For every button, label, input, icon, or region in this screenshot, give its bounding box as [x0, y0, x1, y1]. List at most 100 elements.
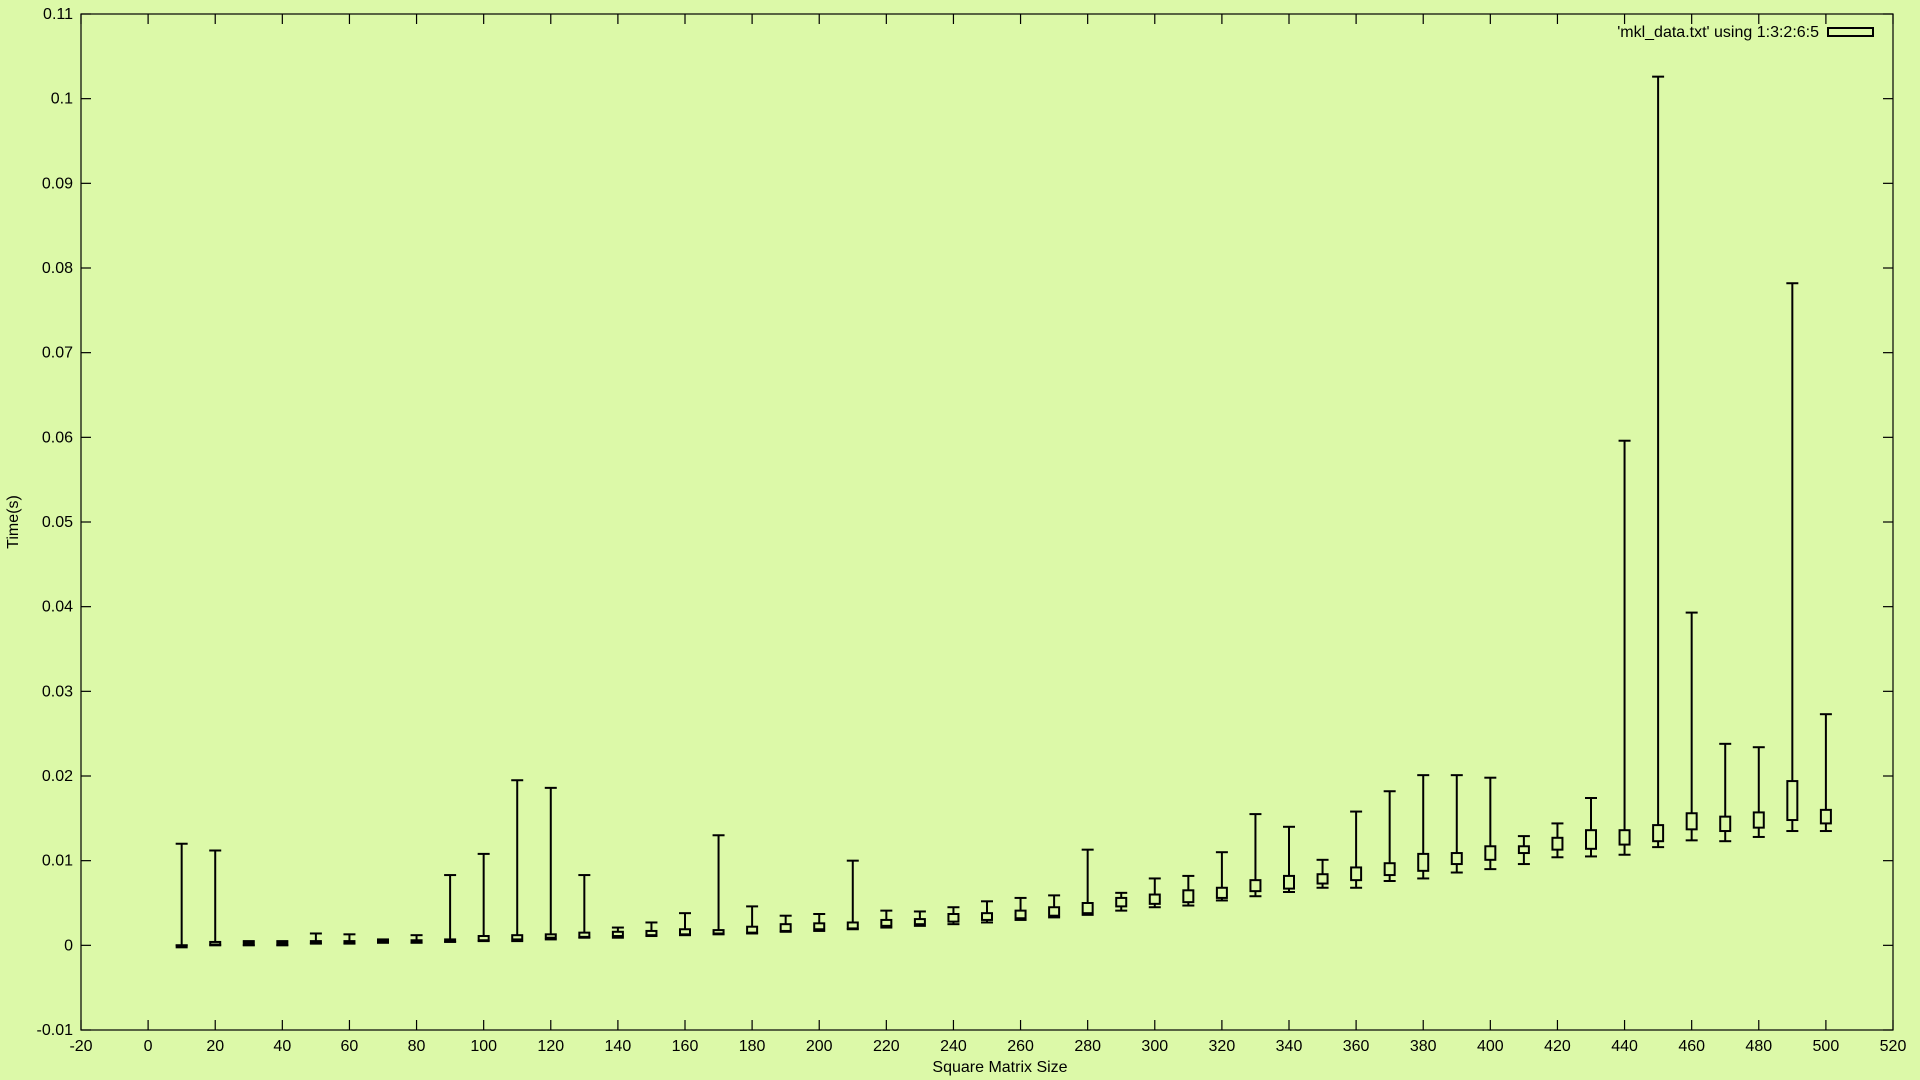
x-tick-label: 340	[1276, 1038, 1303, 1055]
candlestick	[410, 934, 423, 944]
box	[880, 918, 893, 927]
candlestick	[1182, 874, 1195, 907]
x-axis-label: Square Matrix Size	[932, 1059, 1067, 1076]
y-tick-label: 0.06	[42, 429, 73, 446]
x-tick-label: 420	[1544, 1038, 1571, 1055]
y-tick-label: 0.11	[43, 6, 73, 23]
x-tick-label: 140	[605, 1038, 632, 1055]
box	[611, 930, 624, 938]
box	[1283, 874, 1295, 890]
candlestick	[1350, 810, 1363, 889]
y-tick-label: -0.01	[37, 1022, 74, 1039]
candlestick	[511, 779, 524, 943]
x-tick-label: 480	[1745, 1038, 1772, 1055]
box	[1350, 866, 1363, 882]
candlestick	[1618, 439, 1631, 856]
box	[578, 931, 591, 938]
box	[343, 940, 356, 945]
x-tick-label: 400	[1477, 1038, 1504, 1055]
candlestick	[947, 906, 960, 926]
candlestick	[1148, 877, 1161, 909]
candlestick	[913, 910, 926, 927]
x-tick-label: 260	[1007, 1038, 1034, 1055]
x-tick-label: 360	[1343, 1038, 1370, 1055]
x-tick-label: 520	[1880, 1038, 1907, 1055]
candlestick	[611, 926, 624, 939]
candlestick	[779, 914, 792, 933]
box	[1786, 780, 1799, 822]
x-tick-label: 320	[1209, 1038, 1236, 1055]
candlestick	[981, 900, 993, 924]
x-tick-label: 280	[1074, 1038, 1101, 1055]
box	[679, 928, 691, 936]
box	[377, 939, 389, 944]
x-tick-label: 80	[408, 1038, 426, 1055]
box	[1551, 836, 1564, 851]
y-tick-label: 0	[64, 937, 73, 954]
legend-label: 'mkl_data.txt' using 1:3:2:6:5	[1617, 24, 1819, 41]
box	[813, 922, 826, 931]
plot-frame	[80, 13, 1894, 1031]
box	[1048, 906, 1061, 917]
candlestick	[1752, 746, 1765, 838]
x-tick-label: 40	[273, 1038, 291, 1055]
candlestick	[544, 786, 557, 941]
x-tick-label: 220	[873, 1038, 900, 1055]
y-tick-label: 0.02	[42, 768, 73, 785]
candlestick	[1048, 894, 1061, 919]
box	[1383, 862, 1396, 877]
box	[846, 921, 859, 930]
box	[1215, 886, 1228, 899]
candlestick	[1215, 851, 1228, 902]
candlestick	[1283, 825, 1295, 893]
box	[712, 929, 725, 935]
y-tick-label: 0.07	[42, 345, 73, 362]
candlestick	[1383, 790, 1396, 882]
box	[645, 929, 658, 937]
y-tick-label: 0.01	[42, 853, 73, 870]
candlestick	[679, 912, 691, 937]
candlestick	[1081, 848, 1094, 916]
box	[1014, 909, 1027, 920]
box	[1182, 889, 1195, 904]
candlestick	[1685, 611, 1698, 842]
box	[1618, 829, 1631, 846]
candlestick	[1316, 858, 1329, 889]
box	[1249, 879, 1262, 893]
box	[1685, 812, 1698, 831]
axis-ticks: -20 0 20 40 60 80 100 120 140 160 180 200 220 240 260 2…	[37, 6, 1907, 1055]
x-tick-label: 500	[1813, 1038, 1840, 1055]
x-tick-label: 200	[806, 1038, 833, 1055]
box	[1417, 852, 1430, 872]
x-tick-label: 300	[1141, 1038, 1168, 1055]
y-tick-label: 0.08	[42, 260, 73, 277]
y-tick-label: 0.04	[42, 599, 73, 616]
box	[1752, 811, 1765, 829]
box	[477, 935, 490, 942]
candlestick	[1014, 896, 1027, 921]
legend: 'mkl_data.txt' using 1:3:2:6:5	[1617, 24, 1874, 41]
box	[444, 938, 457, 943]
box	[309, 940, 322, 945]
box	[1148, 893, 1161, 905]
x-tick-label: 460	[1678, 1038, 1705, 1055]
box	[1450, 852, 1463, 866]
candlestick	[1517, 835, 1530, 866]
x-tick-label: 20	[206, 1038, 224, 1055]
box	[1081, 902, 1094, 915]
box	[242, 941, 255, 946]
candlestick	[1484, 776, 1497, 871]
y-tick-label: 0.1	[51, 91, 73, 108]
box	[947, 913, 960, 923]
candlestick	[1819, 713, 1832, 833]
box	[544, 933, 557, 939]
box	[913, 918, 926, 926]
box	[779, 923, 792, 932]
candlestick	[242, 940, 255, 947]
box	[1115, 896, 1128, 908]
candlestick	[712, 834, 725, 936]
y-tick-label: 0.05	[42, 514, 73, 531]
box	[410, 939, 423, 944]
candlestick	[1786, 282, 1799, 833]
